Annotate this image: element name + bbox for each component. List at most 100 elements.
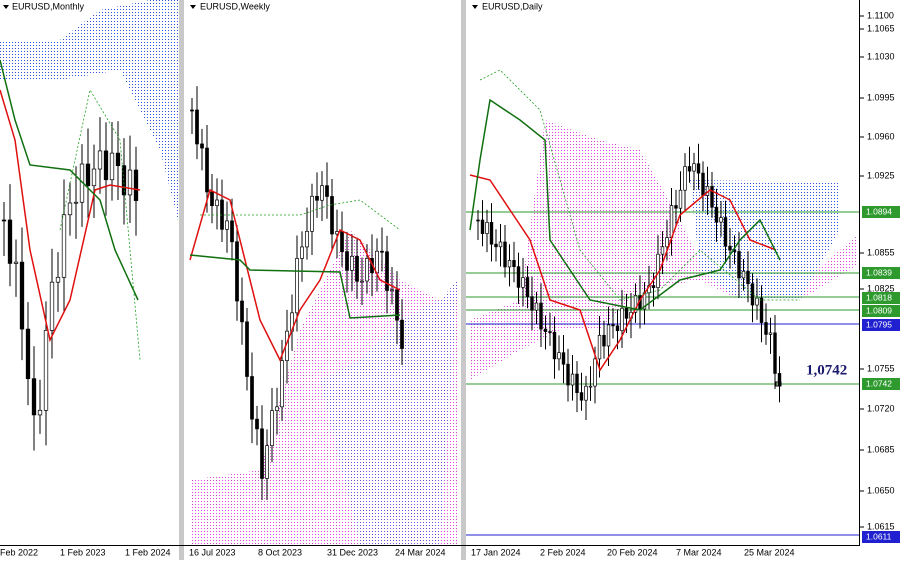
candle (133, 169, 139, 201)
candle (552, 331, 557, 360)
panel-title: EURUSD,Weekly (200, 1, 270, 11)
indicator-line (189, 188, 401, 362)
indicator-line (469, 174, 777, 372)
indicator-line (189, 254, 401, 319)
candle (678, 189, 683, 209)
candle (350, 255, 354, 271)
candle (305, 230, 309, 248)
x-label: 25 Mar 2024 (744, 547, 795, 557)
candle (240, 300, 244, 323)
candle (692, 163, 696, 172)
level-box (862, 378, 900, 390)
candle (566, 363, 570, 386)
candle (669, 205, 674, 238)
candle (330, 196, 334, 235)
panel-title: EURUSD,Monthly (12, 1, 85, 11)
candle (579, 392, 584, 401)
candle (340, 231, 344, 252)
candle (400, 319, 404, 349)
level-label: 1.0894 (866, 206, 892, 216)
candle (606, 324, 611, 347)
candle (91, 168, 97, 187)
candle (575, 373, 579, 393)
candle (37, 409, 43, 416)
candle (109, 152, 115, 181)
candle (588, 385, 593, 388)
candle (300, 246, 304, 259)
candle (674, 205, 678, 209)
candle (723, 217, 728, 247)
level-label: 1.0795 (866, 319, 892, 329)
cloud (0, 0, 178, 220)
candle (516, 266, 521, 288)
candle (270, 410, 274, 447)
indicator-line (469, 98, 781, 311)
separator (461, 0, 466, 560)
candle (593, 358, 597, 387)
x-label: 16 Jul 2023 (189, 547, 236, 557)
candle (195, 109, 199, 145)
candle (200, 143, 204, 149)
candle (61, 214, 67, 278)
candle (503, 241, 507, 268)
candle (557, 352, 561, 360)
candle (295, 258, 299, 314)
candle (561, 352, 566, 365)
candle (49, 281, 55, 331)
price-label: 1.0960 (867, 131, 895, 141)
candle (683, 166, 687, 191)
candle (385, 251, 389, 291)
level-box (862, 267, 900, 279)
candle (777, 373, 782, 387)
level-box (862, 206, 900, 218)
price-label: 1.0755 (867, 363, 895, 373)
candle (773, 332, 777, 374)
candle (512, 260, 516, 268)
candle (235, 241, 239, 302)
x-label: 24 Mar 2024 (395, 547, 446, 557)
candle (210, 191, 214, 207)
candle (255, 418, 259, 430)
candle (1, 219, 7, 222)
candle (741, 270, 746, 279)
candle (103, 150, 109, 181)
price-label: 1.0825 (867, 283, 895, 293)
candle (43, 330, 49, 411)
price-label: 1.0650 (867, 485, 895, 495)
cloud (320, 280, 458, 545)
level-box (862, 319, 900, 331)
level-label: 1.0818 (866, 292, 892, 302)
price-label: 1.0995 (867, 92, 895, 102)
x-label: 1 Feb 2023 (60, 547, 106, 557)
price-label: 1.0925 (867, 170, 895, 180)
x-label: Feb 2022 (0, 547, 38, 557)
indicator-line (59, 88, 141, 361)
candle (55, 276, 61, 283)
candle (714, 206, 719, 223)
candle (539, 302, 543, 330)
candle (85, 163, 91, 187)
candle (225, 220, 229, 230)
candle (620, 307, 624, 332)
candle (325, 185, 329, 197)
price-label: 1.0685 (867, 444, 895, 454)
candle (67, 202, 73, 216)
candle (230, 220, 234, 243)
candle (480, 219, 485, 234)
candle (660, 246, 665, 255)
level-label: 1.0839 (866, 267, 892, 277)
candle (687, 166, 692, 172)
candle (525, 277, 530, 298)
candle (13, 261, 19, 264)
candle (665, 237, 669, 248)
candle (530, 296, 534, 311)
candle (215, 199, 219, 207)
level-box (862, 305, 900, 317)
candle (7, 219, 13, 264)
candle (127, 169, 133, 196)
candle (584, 385, 588, 401)
candle (602, 334, 606, 347)
x-label: 2 Feb 2024 (540, 547, 586, 557)
level-box (862, 292, 900, 304)
level-box (862, 531, 900, 543)
